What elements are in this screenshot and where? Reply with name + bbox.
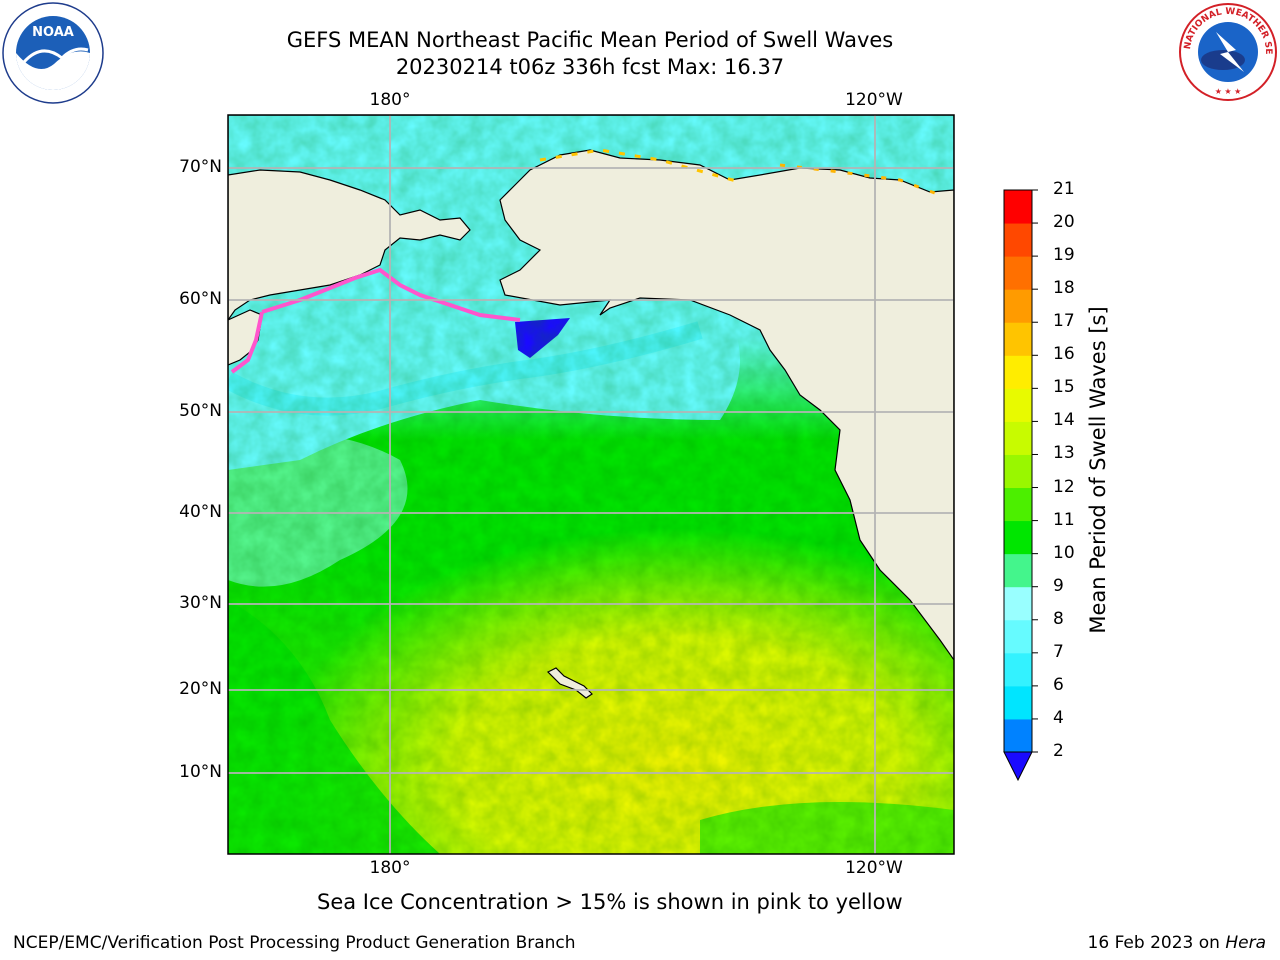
colorbar-tick-label: 21 [1053,179,1075,199]
lat-label-40n: 40°N [179,502,222,522]
colorbar-segment [1004,685,1032,720]
colorbar-segment [1004,487,1032,522]
lat-label-30n: 30°N [179,593,222,613]
colorbar-tick-label: 12 [1053,476,1075,497]
noaa-logo: NOAA [2,2,104,104]
sea-ice-note: Sea Ice Concentration > 15% is shown in … [317,890,903,914]
lat-label-60n: 60°N [179,289,222,309]
colorbar-tick-label: 17 [1053,311,1075,332]
lat-label-20n: 20°N [179,679,222,699]
lon-label-bottom-120w: 120°W [845,858,903,878]
colorbar-tick-label: 10 [1053,542,1075,563]
colorbar-extend-triangle [1003,751,1033,782]
svg-text:NOAA: NOAA [32,25,74,40]
colorbar-segment [1004,520,1032,555]
colorbar-tick-label: 6 [1053,674,1064,695]
colorbar-tick-label: 9 [1053,575,1064,596]
footer-credit: NCEP/EMC/Verification Post Processing Pr… [13,933,576,953]
lat-label-10n: 10°N [179,762,222,782]
lon-label-top-120w: 120°W [845,90,903,110]
colorbar-tick-label: 20 [1053,212,1075,233]
colorbar-tick-label: 13 [1053,443,1075,464]
colorbar-segment [1004,718,1032,753]
colorbar-segment [1004,355,1032,389]
graticule [228,115,954,854]
lat-label-50n: 50°N [179,401,222,421]
chart-subtitle: 20230214 t06z 336h fcst Max: 16.37 [395,55,785,79]
map-area [228,115,954,854]
colorbar-tick-label: 11 [1053,509,1075,530]
colorbar-segment [1004,454,1032,489]
svg-text:★ ★ ★: ★ ★ ★ [1215,87,1242,96]
colorbar-segment [1004,190,1032,224]
footer-date: 16 Feb 2023 on Hera [1088,933,1266,953]
lon-label-top-180: 180° [369,90,411,110]
footer-date-text: 16 Feb 2023 on [1087,933,1226,953]
colorbar-tick-label: 16 [1053,344,1075,365]
colorbar-segment [1004,289,1032,323]
colorbar-tick-label: 7 [1053,641,1064,662]
colorbar-tick-label: 15 [1053,377,1075,398]
land-north [228,115,954,662]
nws-logo: NATIONAL WEATHER SERVICE ★ ★ ★ [1178,2,1277,101]
colorbar-segment [1004,652,1032,687]
colorbar-segment [1004,553,1032,588]
colorbar-frame [1003,189,1033,753]
colorbar-segment [1004,322,1032,356]
colorbar-tick-label: 8 [1053,608,1064,629]
colorbar-title: Mean Period of Swell Waves [s] [1086,306,1110,634]
lon-label-bottom-180: 180° [369,858,411,878]
colorbar-segment [1004,388,1032,422]
colorbar-tick-label: 2 [1053,741,1064,761]
colorbar-segment [1004,223,1032,257]
chart-title: GEFS MEAN Northeast Pacific Mean Period … [286,28,894,52]
colorbar-tick-label: 18 [1053,278,1075,299]
colorbar-segment [1004,421,1032,455]
colorbar-tick-label: 14 [1053,410,1075,431]
colorbar-tick-label: 4 [1053,707,1064,728]
land-siberia [228,115,471,322]
map-frame [227,114,955,855]
colorbar-segment [1004,256,1032,290]
lat-label-70n: 70°N [179,157,222,177]
footer-host: Hera [1225,933,1266,953]
colorbar-segment [1004,619,1032,654]
colorbar-tick-label: 19 [1053,245,1075,266]
colorbar-segment [1004,586,1032,621]
